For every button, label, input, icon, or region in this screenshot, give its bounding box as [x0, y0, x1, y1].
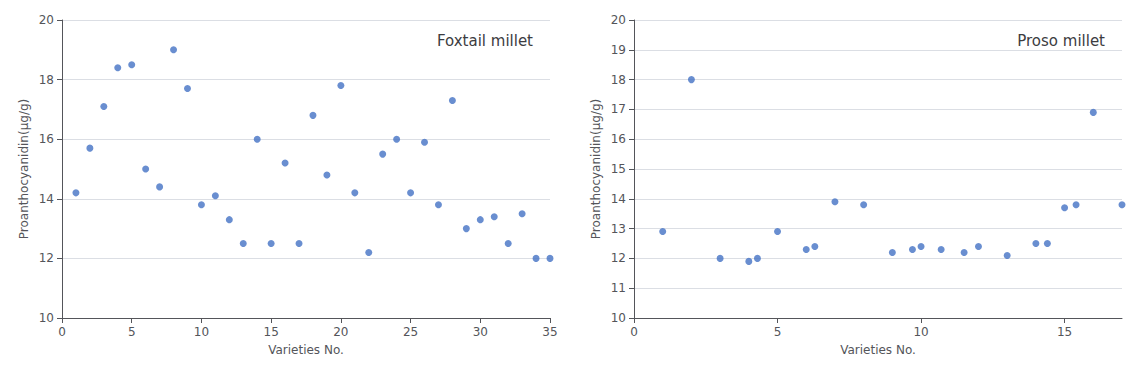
svg-text:13: 13	[611, 222, 626, 236]
svg-text:5: 5	[128, 325, 136, 339]
svg-text:14: 14	[611, 192, 626, 206]
svg-text:12: 12	[611, 251, 626, 265]
svg-text:Foxtail millet: Foxtail millet	[437, 32, 533, 50]
svg-text:10: 10	[611, 311, 626, 325]
svg-text:19: 19	[611, 43, 626, 57]
svg-text:10: 10	[194, 325, 209, 339]
svg-text:30: 30	[473, 325, 488, 339]
svg-text:Proso millet: Proso millet	[1017, 32, 1105, 50]
svg-text:11: 11	[611, 281, 626, 295]
svg-text:15: 15	[1057, 325, 1072, 339]
svg-text:16: 16	[611, 132, 626, 146]
svg-text:20: 20	[611, 13, 626, 27]
svg-text:18: 18	[611, 73, 626, 87]
svg-text:20: 20	[39, 13, 54, 27]
svg-text:25: 25	[403, 325, 418, 339]
svg-text:18: 18	[39, 73, 54, 87]
svg-text:35: 35	[542, 325, 557, 339]
svg-text:5: 5	[774, 325, 782, 339]
svg-text:17: 17	[611, 102, 626, 116]
svg-text:15: 15	[264, 325, 279, 339]
svg-text:Varieties No.: Varieties No.	[268, 343, 344, 357]
svg-text:20: 20	[333, 325, 348, 339]
svg-text:14: 14	[39, 192, 54, 206]
svg-text:12: 12	[39, 251, 54, 265]
svg-text:16: 16	[39, 132, 54, 146]
svg-text:10: 10	[913, 325, 928, 339]
svg-text:Proanthocyanidin(μg/g): Proanthocyanidin(μg/g)	[589, 99, 603, 239]
svg-text:Varieties No.: Varieties No.	[840, 343, 916, 357]
svg-text:15: 15	[611, 162, 626, 176]
svg-text:10: 10	[39, 311, 54, 325]
svg-text:Proanthocyanidin(μg/g): Proanthocyanidin(μg/g)	[17, 99, 31, 239]
svg-text:0: 0	[58, 325, 66, 339]
svg-text:0: 0	[630, 325, 638, 339]
